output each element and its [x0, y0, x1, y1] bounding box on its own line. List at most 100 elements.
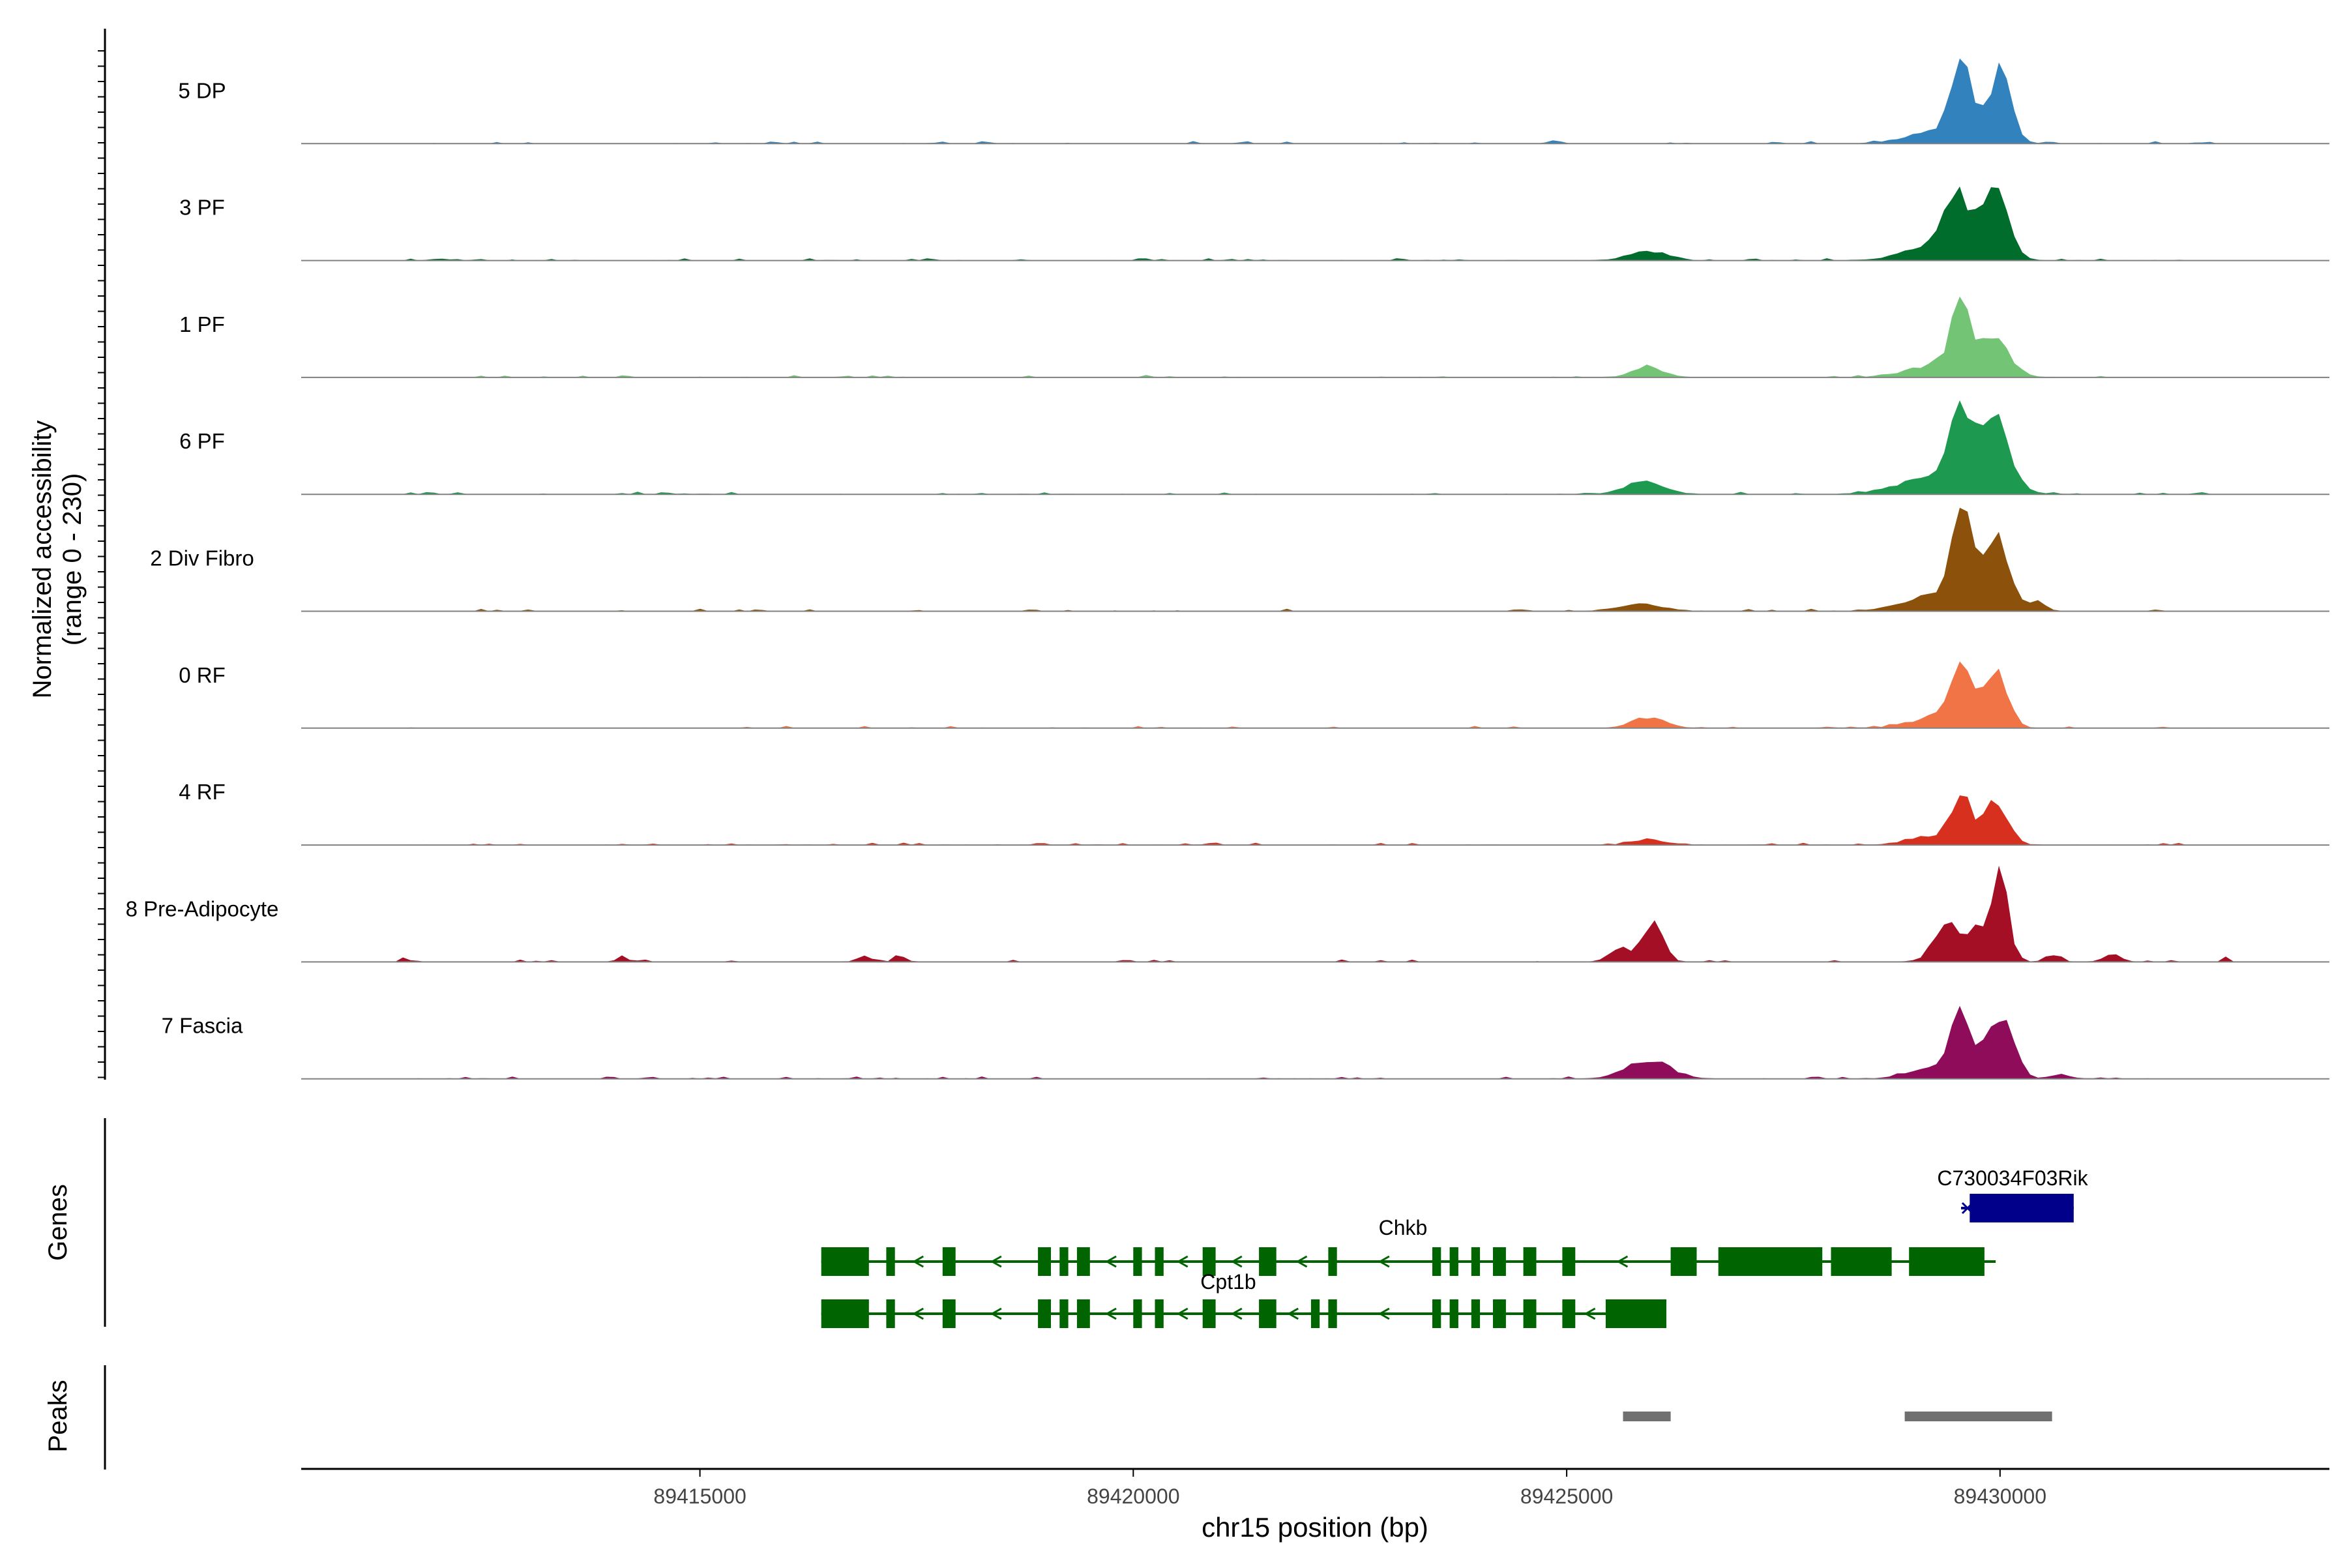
strand-arrow	[1176, 1307, 1188, 1320]
exon-block	[1449, 1247, 1458, 1276]
exon-block	[1155, 1247, 1164, 1276]
exon-block	[1493, 1247, 1506, 1276]
strand-arrow	[1105, 1307, 1117, 1320]
y-axis-range-label: (range 0 - 230)	[58, 473, 87, 646]
x-axis-label: chr15 position (bp)	[1202, 1512, 1428, 1543]
exon-block	[1310, 1299, 1320, 1328]
strand-arrow	[1230, 1255, 1243, 1268]
exon-block	[1202, 1247, 1216, 1276]
exon-block	[1328, 1299, 1337, 1328]
strand-arrow	[1295, 1255, 1308, 1268]
accessibility-axis-ticks	[98, 50, 105, 1078]
strand-arrow	[1287, 1307, 1299, 1320]
strand-arrow	[1378, 1255, 1390, 1268]
track-0-rf: 0 RF	[179, 661, 2329, 729]
exon-block	[1259, 1247, 1277, 1276]
exon-block	[1259, 1299, 1277, 1328]
strand-arrow	[1584, 1307, 1596, 1320]
exon-block	[1471, 1247, 1481, 1276]
coverage-area-2-div-fibro	[301, 507, 2329, 612]
genes-track-label: Genes	[44, 1184, 72, 1261]
track-label-7-fascia: 7 Fascia	[162, 1014, 243, 1038]
strand-arrow	[912, 1255, 924, 1268]
peak-track	[1623, 1412, 2052, 1421]
exon-block	[1670, 1247, 1697, 1276]
coverage-tracks: 5 DP 3 PF 1 PF 6 PF 2 Div Fibro 0 RF 4 RF 8 Pre…	[126, 58, 2329, 1080]
track-1-pf: 1 PF	[179, 296, 2329, 378]
track-6-pf: 6 PF	[179, 400, 2329, 496]
track-7-fascia: 7 Fascia	[162, 1005, 2329, 1080]
gene-label-cpt1b: Cpt1b	[1200, 1270, 1256, 1294]
coverage-area-8-pre-adipocyte	[301, 865, 2329, 962]
track-label-4-rf: 4 RF	[179, 780, 226, 804]
exon-block	[1059, 1299, 1069, 1328]
exon-block	[1449, 1299, 1458, 1328]
exon-block	[1038, 1247, 1051, 1276]
peaks-track-label: Peaks	[44, 1380, 72, 1452]
track-label-8-pre-adipocyte: 8 Pre-Adipocyte	[126, 896, 279, 921]
strand-arrow	[1616, 1255, 1629, 1268]
track-label-2-div-fibro: 2 Div Fibro	[150, 546, 254, 570]
exon-block	[1523, 1247, 1537, 1276]
exon-block	[1471, 1299, 1481, 1328]
y-axis-label: Normalized accessibility	[28, 421, 57, 699]
track-label-5-dp: 5 DP	[178, 78, 226, 102]
x-tick-label: 89425000	[1520, 1485, 1613, 1508]
strand-arrow	[990, 1255, 1002, 1268]
coverage-area-3-pf	[301, 186, 2329, 261]
gene-label-c730034f03rik: C730034F03Rik	[1937, 1166, 2088, 1190]
exon-block	[886, 1299, 895, 1328]
exon-block	[1523, 1299, 1537, 1328]
exon-block	[1605, 1299, 1666, 1328]
strand-arrow	[1378, 1307, 1390, 1320]
x-tick-label: 89430000	[1954, 1485, 2046, 1508]
exon-block	[1562, 1247, 1576, 1276]
track-label-6-pf: 6 PF	[179, 429, 225, 453]
exon-block	[1970, 1194, 2074, 1222]
exon-block	[1909, 1247, 1985, 1276]
exon-block	[821, 1247, 869, 1276]
x-axis-ticks: 89415000 89420000 89425000 89430000	[653, 1469, 2046, 1508]
coverage-area-5-dp	[301, 58, 2329, 144]
exon-block	[1493, 1299, 1506, 1328]
exon-block	[821, 1299, 869, 1328]
strand-arrow	[1230, 1307, 1243, 1320]
exon-block	[1432, 1299, 1441, 1328]
exon-block	[1831, 1247, 1892, 1276]
track-label-0-rf: 0 RF	[179, 663, 226, 687]
exon-block	[886, 1247, 895, 1276]
x-tick-label: 89420000	[1087, 1485, 1179, 1508]
track-2-div-fibro: 2 Div Fibro	[150, 507, 2329, 612]
exon-block	[1133, 1247, 1142, 1276]
exon-block	[1155, 1299, 1164, 1328]
gene-track: Chkb Cpt1b C730034F03Rik	[821, 1166, 2089, 1328]
gene-label-chkb: Chkb	[1379, 1216, 1428, 1239]
strand-arrow	[1105, 1255, 1117, 1268]
peak-region	[1623, 1412, 1671, 1421]
track-5-dp: 5 DP	[178, 58, 2329, 145]
coverage-area-4-rf	[301, 795, 2329, 846]
coverage-area-0-rf	[301, 661, 2329, 728]
exon-block	[1202, 1299, 1216, 1328]
strand-arrow	[990, 1307, 1002, 1320]
exon-block	[1059, 1247, 1069, 1276]
exon-block	[942, 1299, 956, 1328]
x-tick-label: 89415000	[653, 1485, 746, 1508]
exon-block	[1038, 1299, 1051, 1328]
gene-chkb: Chkb	[821, 1216, 1996, 1276]
exon-block	[1076, 1247, 1090, 1276]
coverage-area-7-fascia	[301, 1005, 2329, 1079]
peak-region	[1904, 1412, 2052, 1421]
coverage-area-6-pf	[301, 400, 2329, 495]
track-label-1-pf: 1 PF	[179, 312, 225, 336]
strand-arrow	[1176, 1255, 1188, 1268]
exon-block	[942, 1247, 956, 1276]
track-4-rf: 4 RF	[179, 780, 2329, 846]
coverage-area-1-pf	[301, 296, 2329, 377]
exon-block	[1328, 1247, 1337, 1276]
track-label-3-pf: 3 PF	[179, 196, 225, 220]
track-8-pre-adipocyte: 8 Pre-Adipocyte	[126, 865, 2329, 963]
exon-block	[1133, 1299, 1142, 1328]
